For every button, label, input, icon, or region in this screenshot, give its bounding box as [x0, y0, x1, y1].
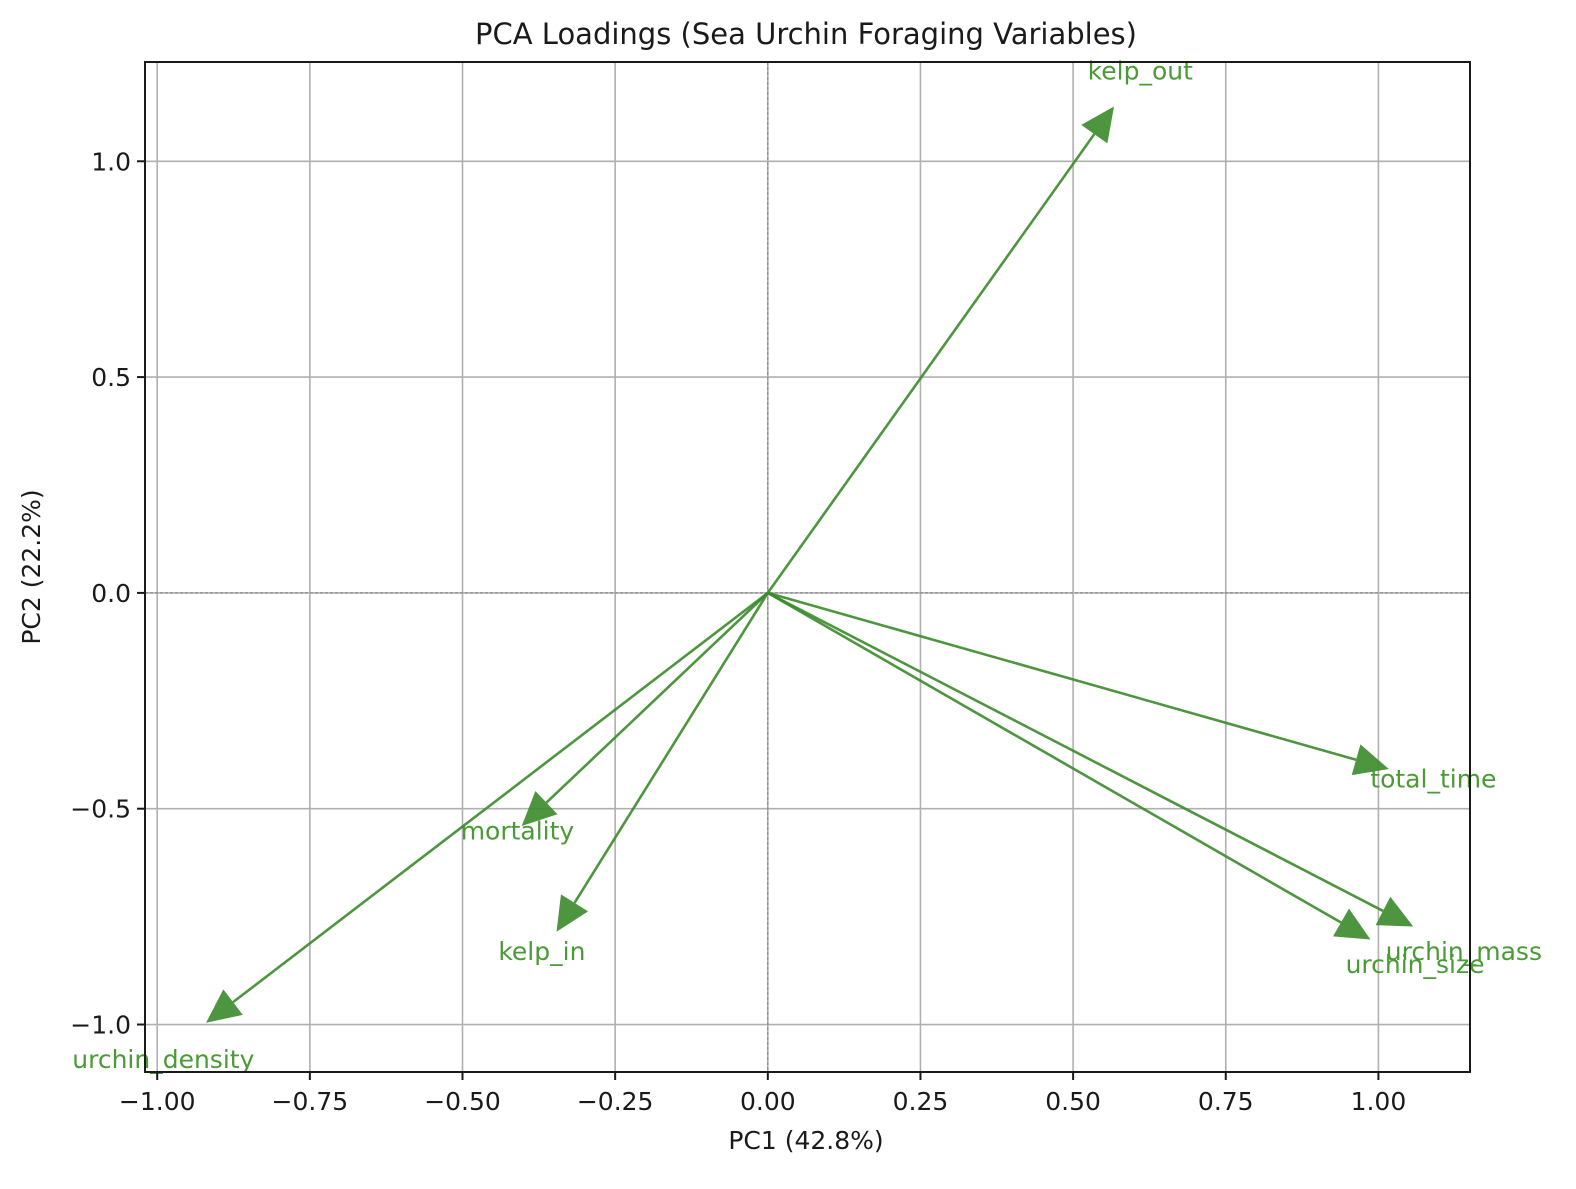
arrow-shaft	[545, 591, 769, 804]
arrow-head	[521, 790, 558, 826]
x-tick-label: −0.25	[577, 1087, 654, 1116]
y-axis-ticks: −1.0 −0.5 0.0 0.5 1.0	[70, 147, 145, 1040]
vector-label: total_time	[1370, 764, 1496, 793]
arrow-head	[556, 894, 589, 932]
vector-label: urchin_size	[1346, 950, 1485, 979]
x-tick-label: −0.50	[424, 1087, 501, 1116]
loading-vector-kelp-in: kelp_in	[498, 592, 769, 966]
x-tick-label: 0.00	[740, 1087, 796, 1116]
arrow-head	[1081, 106, 1115, 144]
arrow-shaft	[232, 591, 769, 1004]
y-tick-label: 0.0	[91, 579, 131, 608]
loading-vector-urchin-size: urchin_size	[767, 591, 1485, 979]
x-tick-label: 0.50	[1045, 1087, 1101, 1116]
vector-label: kelp_in	[498, 937, 585, 966]
origin-lines	[145, 62, 1470, 1072]
loading-vector-urchin-density: urchin_density	[72, 591, 769, 1074]
y-tick-label: −1.0	[70, 1011, 131, 1040]
vector-label: urchin_mass	[1386, 937, 1542, 966]
x-axis-label: PC1 (42.8%)	[728, 1126, 883, 1155]
x-tick-label: 0.25	[893, 1087, 949, 1116]
arrow-shaft	[767, 591, 1357, 761]
arrow-head	[1351, 744, 1389, 776]
y-tick-label: 1.0	[91, 147, 131, 176]
x-axis-ticks: −1.00 −0.75 −0.50 −0.25 0.00 0.25 0.50 0.75 1.00	[119, 1072, 1406, 1116]
vector-label: urchin_density	[72, 1045, 254, 1074]
y-tick-label: 0.5	[91, 363, 131, 392]
arrow-shaft	[767, 591, 1342, 924]
loading-vector-total-time: total_time	[767, 591, 1496, 793]
vector-label: kelp_out	[1088, 57, 1193, 86]
loading-vector-urchin-mass: urchin_mass	[767, 591, 1542, 966]
x-tick-label: −0.75	[272, 1087, 349, 1116]
arrow-shaft	[573, 592, 769, 904]
arrow-head	[1333, 908, 1371, 940]
loading-vector-mortality: mortality	[461, 591, 769, 845]
x-tick-label: −1.00	[119, 1087, 196, 1116]
arrow-head	[1375, 896, 1414, 927]
y-tick-label: −0.5	[70, 795, 131, 824]
x-tick-label: 0.75	[1198, 1087, 1254, 1116]
plot-area-frame	[144, 61, 1471, 1073]
chart-title: PCA Loadings (Sea Urchin Foraging Variab…	[475, 17, 1137, 51]
y-axis-label: PC2 (22.2%)	[17, 489, 46, 644]
loading-vectors: kelp_out total_time urchin_massurchin_size…	[72, 57, 1542, 1074]
x-tick-label: 1.00	[1351, 1087, 1407, 1116]
arrow-shaft	[767, 591, 1384, 913]
vector-label: mortality	[461, 816, 575, 845]
arrow-shaft	[766, 133, 1096, 594]
arrow-head	[206, 989, 243, 1023]
